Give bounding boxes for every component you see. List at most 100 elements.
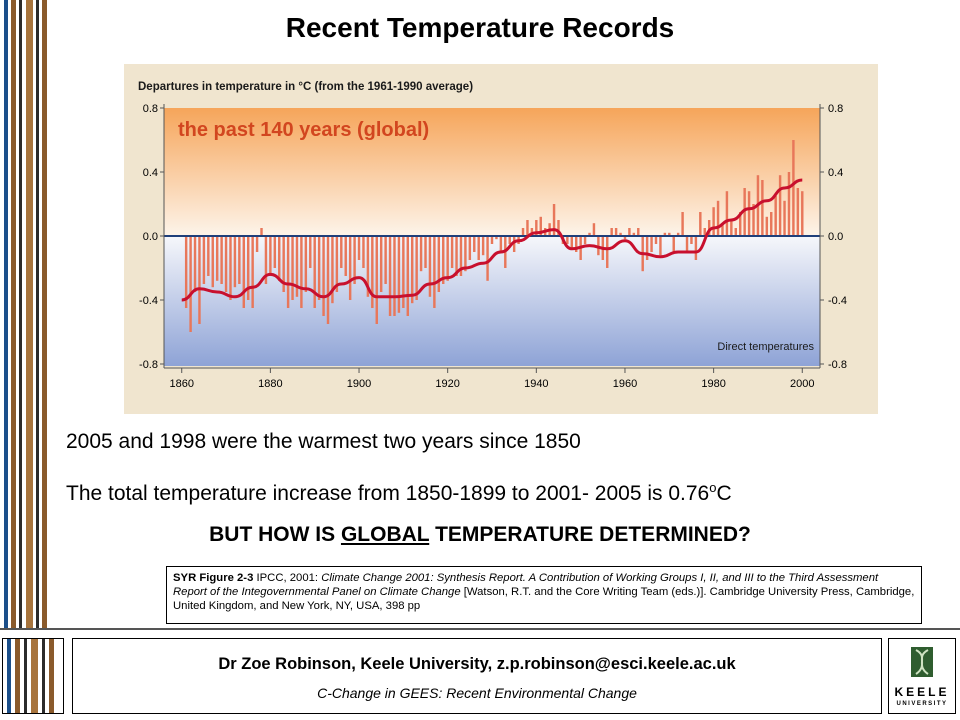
annual-bar (260, 228, 263, 236)
annual-bar (397, 236, 401, 313)
annual-bar (375, 236, 378, 324)
y-tick-label-left: -0.4 (139, 295, 158, 307)
annual-bar (295, 236, 299, 297)
annual-bar (707, 220, 711, 236)
annual-bar (526, 220, 529, 236)
annual-bar (335, 236, 339, 292)
unit-c: C (716, 482, 732, 505)
annual-bar (614, 228, 618, 236)
annual-bar (473, 236, 476, 252)
x-tick-label: 1980 (701, 378, 725, 390)
annual-bar (792, 140, 795, 236)
stripe (24, 639, 27, 713)
annual-bar (645, 236, 649, 260)
annual-bar (286, 236, 290, 308)
annual-bar (353, 236, 356, 284)
annual-bar (184, 236, 188, 308)
y-tick-label-right: 0.0 (828, 231, 843, 243)
annual-bar (668, 232, 671, 236)
annual-bar (402, 236, 405, 308)
citation-report-title: Climate Change 2001: Synthesis Report. A… (173, 572, 879, 598)
annual-bar (282, 236, 285, 292)
annual-bar (424, 236, 427, 268)
annual-bar (583, 236, 587, 244)
stripe (11, 0, 16, 630)
annual-bar (255, 236, 259, 252)
annual-bar (313, 236, 316, 308)
annual-bar (317, 236, 321, 300)
y-tick-label-left: -0.8 (139, 359, 158, 371)
annual-bar (229, 236, 232, 300)
annual-bar (464, 236, 467, 272)
annual-bar (278, 236, 281, 281)
annual-bar (309, 236, 312, 268)
y-tick-label-left: 0.8 (143, 103, 158, 115)
annual-bar (220, 236, 223, 284)
annual-bar (752, 204, 755, 236)
annual-bar (663, 232, 667, 236)
annual-bar (481, 236, 485, 256)
stripe (7, 639, 11, 713)
annual-bar (694, 236, 698, 260)
annual-bar (340, 236, 343, 268)
chart-subtitle: the past 140 years (global) (178, 119, 429, 141)
annual-bar (539, 216, 542, 236)
annual-bar (366, 236, 370, 297)
annual-bar (362, 236, 365, 268)
chart-annotation: Direct temperatures (717, 341, 814, 353)
footer: Dr Zoe Robinson, Keele University, z.p.r… (72, 638, 882, 714)
annual-bar (433, 236, 436, 308)
annual-bar (637, 228, 640, 236)
annual-bar (703, 228, 706, 236)
stripe (49, 639, 54, 713)
annual-bar (233, 236, 237, 288)
annual-bar (291, 236, 294, 300)
annual-bar (654, 236, 658, 244)
question-global: GLOBAL (340, 523, 430, 546)
annual-bar (251, 236, 254, 308)
question-post: TEMPERATURE DETERMINED? (429, 523, 751, 546)
annual-bar (721, 223, 724, 236)
question-heading: BUT HOW IS GLOBAL TEMPERATURE DETERMINED… (0, 523, 960, 547)
fact-warmest-years: 2005 and 1998 were the warmest two years… (66, 430, 581, 453)
annual-bar (672, 236, 675, 252)
annual-bar (211, 236, 214, 288)
citation-text1: IPCC, 2001: (253, 572, 322, 584)
fact-temperature-increase-text: The total temperature increase from 1850… (66, 482, 710, 505)
annual-bar (371, 236, 374, 308)
annual-bar (437, 236, 441, 292)
annual-bar (459, 236, 463, 276)
y-tick-label-right: 0.8 (828, 103, 843, 115)
annual-bar (207, 236, 210, 276)
annual-bar (770, 212, 773, 236)
annual-bar (801, 191, 804, 236)
annual-bar (730, 220, 733, 236)
x-tick-label: 1920 (435, 378, 459, 390)
annual-bar (557, 220, 560, 236)
stripe (42, 639, 45, 713)
annual-bar (273, 236, 277, 268)
x-tick-label: 1880 (258, 378, 282, 390)
annual-bar (588, 232, 591, 236)
annual-bar (384, 236, 387, 284)
y-tick-label-left: 0.0 (143, 231, 158, 243)
stripe (19, 0, 22, 630)
annual-bar (495, 236, 498, 240)
annual-bar (477, 236, 480, 260)
annual-bar (738, 212, 742, 236)
annual-bar (419, 236, 423, 272)
keele-logo: KEELE UNIVERSITY (888, 638, 956, 714)
annual-bar (530, 228, 534, 236)
annual-bar (238, 236, 241, 284)
annual-bar (676, 232, 680, 236)
annual-bar (619, 232, 622, 236)
annual-bar (490, 236, 494, 244)
annual-bar (450, 236, 454, 268)
annual-bar (379, 236, 383, 292)
annual-bar (650, 236, 653, 252)
annual-bar (712, 207, 715, 236)
annual-bar (681, 212, 684, 236)
annual-bar (215, 236, 219, 281)
annual-bar (246, 236, 250, 300)
annual-bar (734, 228, 738, 236)
